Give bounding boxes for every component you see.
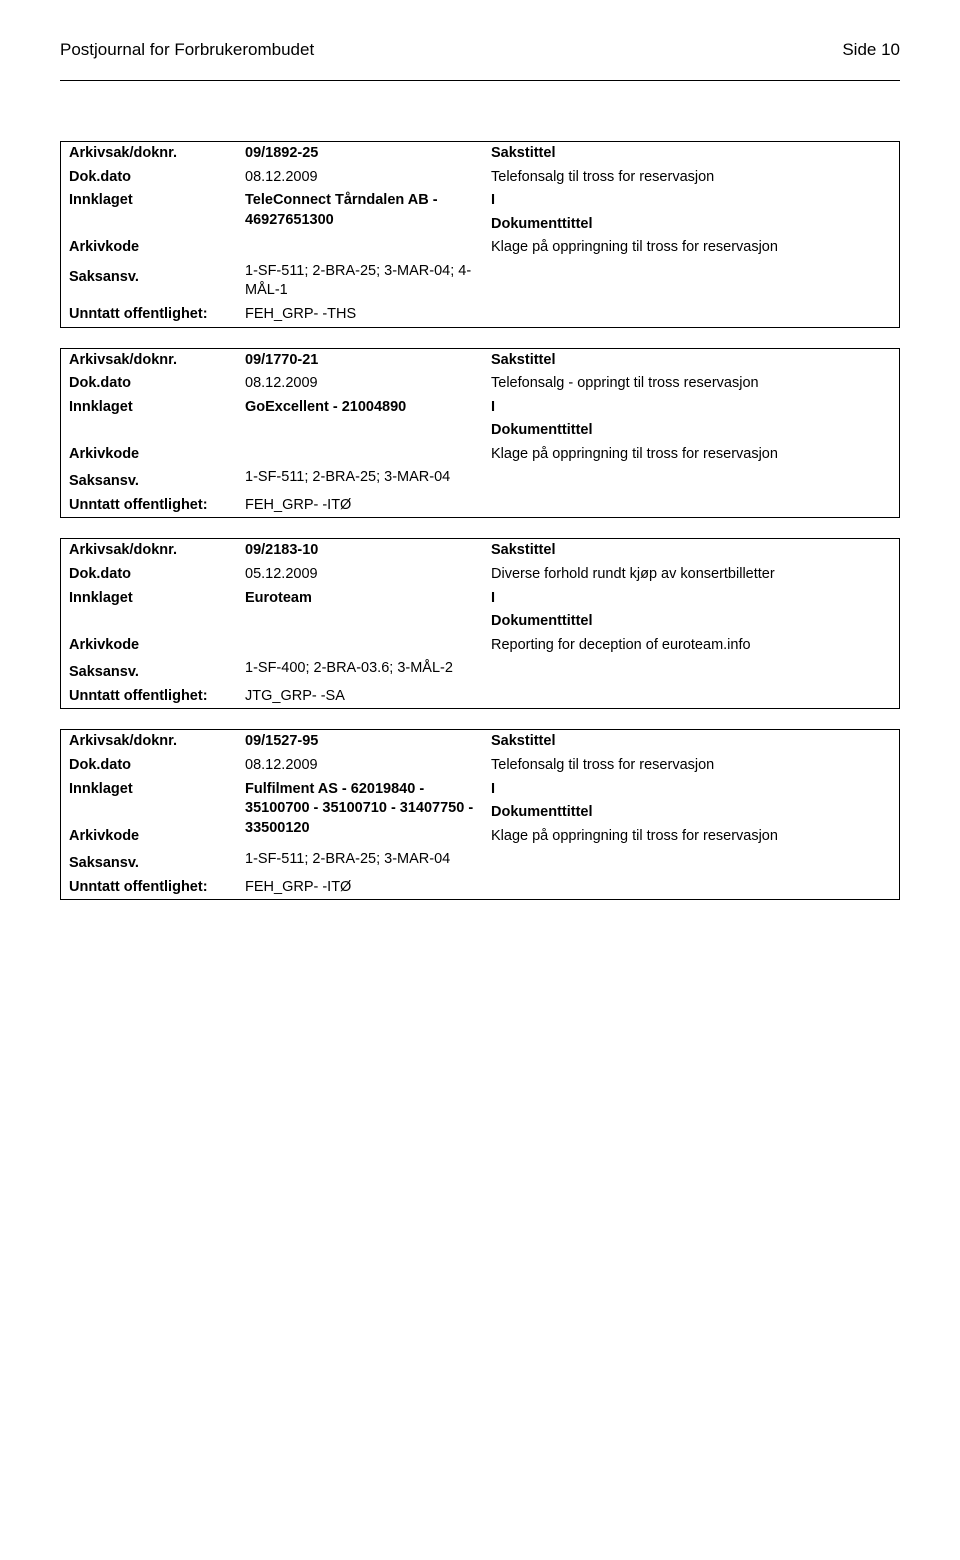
value-dokumenttittel: Reporting for deception of euroteam.info: [483, 634, 899, 662]
label-dokdato: Dok.dato: [61, 372, 237, 396]
value-sakstittel: Telefonsalg til tross for reservasjon: [483, 166, 899, 190]
value-saksansv: FEH_GRP- -ITØ: [237, 876, 483, 900]
label-arkivkode: Arkivkode: [61, 825, 237, 849]
label-saksansv: Saksansv.: [61, 266, 237, 303]
label-sakstittel: Sakstittel: [483, 349, 899, 373]
label-innklaget: Innklaget: [61, 189, 237, 213]
value-arkivsak: 09/2183-10: [237, 539, 483, 563]
label-arkivsak: Arkivsak/doknr.: [61, 142, 237, 166]
label-saksansv: Saksansv.: [61, 852, 237, 876]
label-dokumenttittel: Dokumenttittel: [483, 801, 899, 825]
value-dokumenttittel: Klage på oppringning til tross for reser…: [483, 825, 899, 853]
value-dokumenttittel: Klage på oppringning til tross for reser…: [483, 443, 899, 471]
label-innklaget: Innklaget: [61, 396, 237, 420]
pad: [483, 685, 899, 709]
value-innklaget: Fulfilment AS - 62019840 - 35100700 - 35…: [237, 778, 483, 849]
doc-indicator: I: [483, 189, 899, 213]
value-innklaget: Euroteam: [237, 587, 483, 658]
journal-title: Postjournal for Forbrukerombudet: [60, 40, 314, 60]
label-saksansv: Saksansv.: [61, 470, 237, 494]
label-dokumenttittel: Dokumenttittel: [483, 610, 899, 634]
value-arkivkode: 1-SF-400; 2-BRA-03.6; 3-MÅL-2: [237, 657, 483, 685]
doc-indicator: I: [483, 778, 899, 802]
record: Arkivsak/doknr. 09/1527-95 Sakstittel Do…: [60, 729, 900, 900]
page-header: Postjournal for Forbrukerombudet Side 10: [60, 40, 900, 60]
value-dokdato: 08.12.2009: [237, 754, 483, 778]
record: Arkivsak/doknr. 09/1892-25 Sakstittel Do…: [60, 141, 900, 328]
label-dokdato: Dok.dato: [61, 754, 237, 778]
pad: [483, 303, 899, 327]
value-arkivkode: 1-SF-511; 2-BRA-25; 3-MAR-04; 4-MÅL-1: [237, 260, 483, 303]
label-unntatt: Unntatt offentlighet:: [61, 876, 237, 900]
label-arkivsak: Arkivsak/doknr.: [61, 349, 237, 373]
value-innklaget: TeleConnect Tårndalen AB - 46927651300: [237, 189, 483, 260]
value-dokdato: 08.12.2009: [237, 166, 483, 190]
pad: [483, 661, 899, 685]
value-saksansv: FEH_GRP- -ITØ: [237, 494, 483, 518]
label-arkivkode: Arkivkode: [61, 634, 237, 658]
label-dokumenttittel: Dokumenttittel: [483, 213, 899, 237]
label-innklaget: Innklaget: [61, 587, 237, 611]
label-dokumenttittel: Dokumenttittel: [483, 419, 899, 443]
value-arkivsak: 09/1892-25: [237, 142, 483, 166]
label-unntatt: Unntatt offentlighet:: [61, 685, 237, 709]
doc-indicator: I: [483, 396, 899, 420]
value-arkivkode: 1-SF-511; 2-BRA-25; 3-MAR-04: [237, 848, 483, 876]
record: Arkivsak/doknr. 09/1770-21 Sakstittel Do…: [60, 348, 900, 519]
record: Arkivsak/doknr. 09/2183-10 Sakstittel Do…: [60, 538, 900, 709]
value-innklaget: GoExcellent - 21004890: [237, 396, 483, 467]
value-saksansv: JTG_GRP- -SA: [237, 685, 483, 709]
pad: [483, 852, 899, 876]
label-innklaget: Innklaget: [61, 778, 237, 802]
pad: [61, 213, 237, 237]
value-arkivkode: 1-SF-511; 2-BRA-25; 3-MAR-04: [237, 466, 483, 494]
value-arkivsak: 09/1770-21: [237, 349, 483, 373]
value-sakstittel: Diverse forhold rundt kjøp av konsertbil…: [483, 563, 899, 587]
pad: [483, 470, 899, 494]
pad: [483, 494, 899, 518]
label-saksansv: Saksansv.: [61, 661, 237, 685]
records-list: Arkivsak/doknr. 09/1892-25 Sakstittel Do…: [60, 141, 900, 900]
page-number: Side 10: [842, 40, 900, 60]
pad: [61, 610, 237, 634]
value-sakstittel: Telefonsalg til tross for reservasjon: [483, 754, 899, 778]
value-sakstittel: Telefonsalg - oppringt til tross reserva…: [483, 372, 899, 396]
label-sakstittel: Sakstittel: [483, 730, 899, 754]
label-unntatt: Unntatt offentlighet:: [61, 494, 237, 518]
value-dokdato: 08.12.2009: [237, 372, 483, 396]
value-dokumenttittel: Klage på oppringning til tross for reser…: [483, 236, 899, 266]
value-saksansv: FEH_GRP- -THS: [237, 303, 483, 327]
value-dokdato: 05.12.2009: [237, 563, 483, 587]
label-sakstittel: Sakstittel: [483, 539, 899, 563]
pad: [483, 876, 899, 900]
value-arkivsak: 09/1527-95: [237, 730, 483, 754]
label-arkivkode: Arkivkode: [61, 236, 237, 260]
label-dokdato: Dok.dato: [61, 563, 237, 587]
label-unntatt: Unntatt offentlighet:: [61, 303, 237, 327]
doc-indicator: I: [483, 587, 899, 611]
label-arkivsak: Arkivsak/doknr.: [61, 539, 237, 563]
pad: [61, 419, 237, 443]
page-container: Postjournal for Forbrukerombudet Side 10…: [0, 0, 960, 960]
label-arkivkode: Arkivkode: [61, 443, 237, 467]
label-arkivsak: Arkivsak/doknr.: [61, 730, 237, 754]
header-divider: [60, 80, 900, 81]
label-dokdato: Dok.dato: [61, 166, 237, 190]
pad: [61, 801, 237, 825]
label-sakstittel: Sakstittel: [483, 142, 899, 166]
pad: [483, 266, 899, 303]
